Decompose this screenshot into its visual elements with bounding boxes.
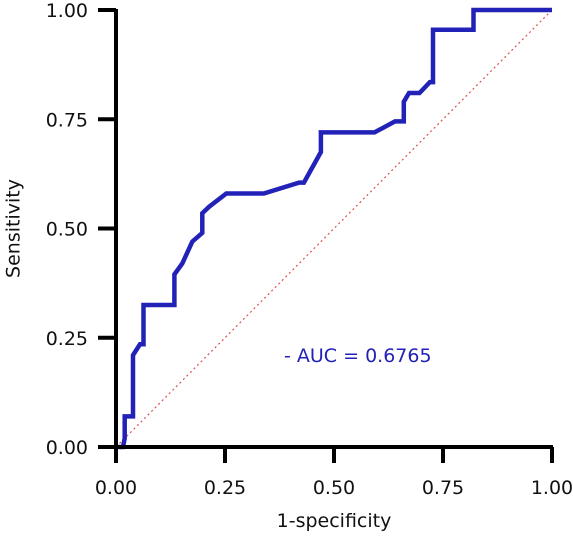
y-tick-label: 0.50 bbox=[46, 219, 88, 241]
x-axis-title: 1-specificity bbox=[277, 510, 392, 532]
x-tick-label: 0.00 bbox=[95, 477, 137, 499]
x-tick-label: 0.25 bbox=[204, 477, 246, 499]
y-tick-label: 0.75 bbox=[46, 109, 88, 131]
auc-annotation: - AUC = 0.6765 bbox=[284, 345, 432, 367]
x-tick-label: 1.00 bbox=[531, 477, 573, 499]
y-axis-title: Sensitivity bbox=[3, 179, 25, 278]
ticks-layer: 0.00 0.25 0.50 0.75 1.00 0.00 0.25 0.50 0.75 1.00 bbox=[46, 0, 573, 499]
roc-series-layer bbox=[116, 7, 552, 450]
reference-diagonal-line bbox=[115, 9, 553, 448]
y-tick-label: 1.00 bbox=[46, 0, 88, 22]
x-tick-label: 0.50 bbox=[313, 477, 355, 499]
y-tick-label: 0.00 bbox=[46, 437, 88, 459]
x-tick-label: 0.75 bbox=[422, 477, 464, 499]
reference-line-layer bbox=[115, 9, 553, 448]
y-tick-label: 0.25 bbox=[46, 328, 88, 350]
roc-curve-line bbox=[116, 7, 552, 450]
